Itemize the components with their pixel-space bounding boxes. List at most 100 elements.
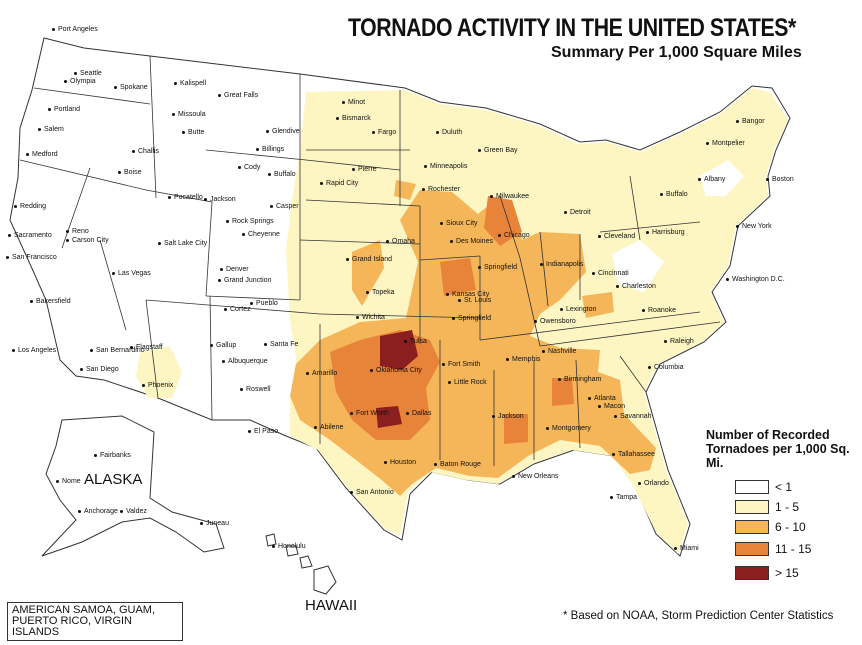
city-label: Boise	[118, 169, 142, 176]
city-label: Atlanta	[588, 395, 616, 402]
city-label: Columbia	[648, 364, 684, 371]
city-label: Memphis	[505, 356, 541, 363]
legend-swatch	[735, 520, 769, 534]
city-label: Roanoke	[641, 307, 677, 314]
legend-item-lt1: < 1	[735, 480, 855, 496]
legend-label: 6 - 10	[775, 520, 806, 534]
city-label: Harrisburg	[646, 229, 685, 236]
city-label: San Bernardino	[90, 347, 145, 354]
city-label: Butte	[181, 129, 205, 136]
city-label: Minneapolis	[423, 163, 468, 170]
city-label: Carson City	[66, 237, 109, 244]
city-label: Valdez	[120, 508, 147, 515]
city-label: New Orleans	[511, 473, 559, 480]
legend-swatch	[735, 480, 769, 494]
city-label: Anchorage	[78, 508, 118, 515]
legend-label: 1 - 5	[775, 500, 800, 514]
city-label: Cleveland	[597, 233, 636, 240]
city-label: Grand Island	[345, 256, 393, 263]
city-label: Jackson	[492, 413, 524, 420]
city-label: Salt Lake City	[157, 240, 208, 247]
city-label: Rochester	[422, 186, 460, 193]
city-label: Tallahassee	[612, 451, 655, 458]
city-label: Sioux City	[440, 220, 478, 227]
city-label: Springfield	[477, 264, 518, 271]
legend-item-6-10: 6 - 10	[735, 520, 855, 536]
city-label: Sacramento	[8, 232, 52, 239]
city-label: Cincinnati	[592, 270, 629, 277]
city-label: Orlando	[638, 480, 669, 487]
city-label: Honolulu	[272, 543, 306, 550]
city-label: Albuquerque	[222, 358, 268, 365]
alaska	[41, 415, 225, 557]
city-label: Lexington	[559, 306, 597, 313]
city-label: Los Angeles	[11, 347, 57, 354]
city-label: Wichita	[356, 314, 385, 321]
legend-swatch	[735, 566, 769, 580]
city-label: Minot	[341, 99, 366, 106]
city-label: Fairbanks	[94, 452, 131, 459]
legend-item-11-15: 11 - 15	[735, 542, 855, 558]
city-label: Kansas City	[445, 291, 490, 298]
city-label: Miami	[674, 545, 699, 552]
legend-swatch	[735, 500, 769, 514]
city-label: Fort Smith	[441, 361, 481, 368]
city-label: El Paso	[247, 428, 279, 435]
city-label: Cheyenne	[242, 231, 280, 238]
city-label: Milwaukee	[489, 193, 530, 200]
city-label: San Antonio	[350, 489, 394, 496]
zone-gt-15	[380, 330, 418, 370]
city-label: Challis	[131, 148, 160, 155]
city-label: Pocatello	[168, 194, 203, 201]
city-label: Seattle	[74, 70, 102, 77]
city-label: Raleigh	[664, 338, 694, 345]
legend-item-1-5: 1 - 5	[735, 500, 855, 516]
city-label: Cortez	[224, 306, 251, 313]
city-label: Owensboro	[534, 318, 576, 325]
city-label: Medford	[26, 151, 58, 158]
city-label: Glendive	[266, 128, 300, 135]
city-label: Phoenix	[141, 382, 174, 389]
city-label: Spokane	[114, 84, 148, 91]
city-label: Green Bay	[477, 147, 518, 154]
state-borders	[19, 55, 721, 466]
city-label: Omaha	[386, 238, 415, 245]
legend-swatch	[735, 542, 769, 556]
legend-label: < 1	[775, 480, 793, 494]
city-label: Santa Fe	[263, 341, 299, 348]
city-label: Jackson	[204, 196, 236, 203]
city-label: Birmingham	[557, 376, 602, 383]
city-label: Las Vegas	[112, 270, 151, 277]
city-label: St. Louis	[457, 297, 492, 304]
city-label: Dallas	[405, 410, 432, 417]
city-label: Montpelier	[706, 140, 745, 147]
city-label: Portland	[47, 106, 81, 113]
alaska-label: ALASKA	[84, 471, 143, 488]
legend-item-gt15: > 15	[735, 566, 855, 582]
city-label: Fort Worth	[350, 410, 389, 417]
city-label: Fargo	[371, 129, 397, 136]
city-label: Nashville	[541, 348, 577, 355]
city-label: Topeka	[366, 289, 395, 296]
city-label: Redding	[13, 203, 47, 210]
city-label: Nome	[56, 478, 81, 485]
city-label: Boston	[766, 176, 794, 183]
city-label: Amarillo	[305, 370, 338, 377]
city-label: Missoula	[172, 111, 206, 118]
footnote: * Based on NOAA, Storm Prediction Center…	[563, 610, 834, 622]
city-label: Tampa	[609, 494, 638, 501]
city-label: Juneau	[200, 520, 229, 527]
city-label: Rock Springs	[226, 218, 274, 225]
city-label: Buffalo	[660, 191, 688, 198]
city-label: Roswell	[240, 386, 271, 393]
city-label: Des Moines	[450, 238, 493, 245]
hawaii	[265, 533, 337, 595]
city-label: Baton Rouge	[434, 461, 481, 468]
legend: Number of Recorded Tornadoes per 1,000 S…	[706, 428, 856, 580]
city-label: Bangor	[736, 118, 765, 125]
city-label: Houston	[383, 459, 417, 466]
territories-box: AMERICAN SAMOA, GUAM, PUERTO RICO, VIRGI…	[7, 602, 183, 641]
city-label: Oklahoma City	[370, 367, 422, 374]
